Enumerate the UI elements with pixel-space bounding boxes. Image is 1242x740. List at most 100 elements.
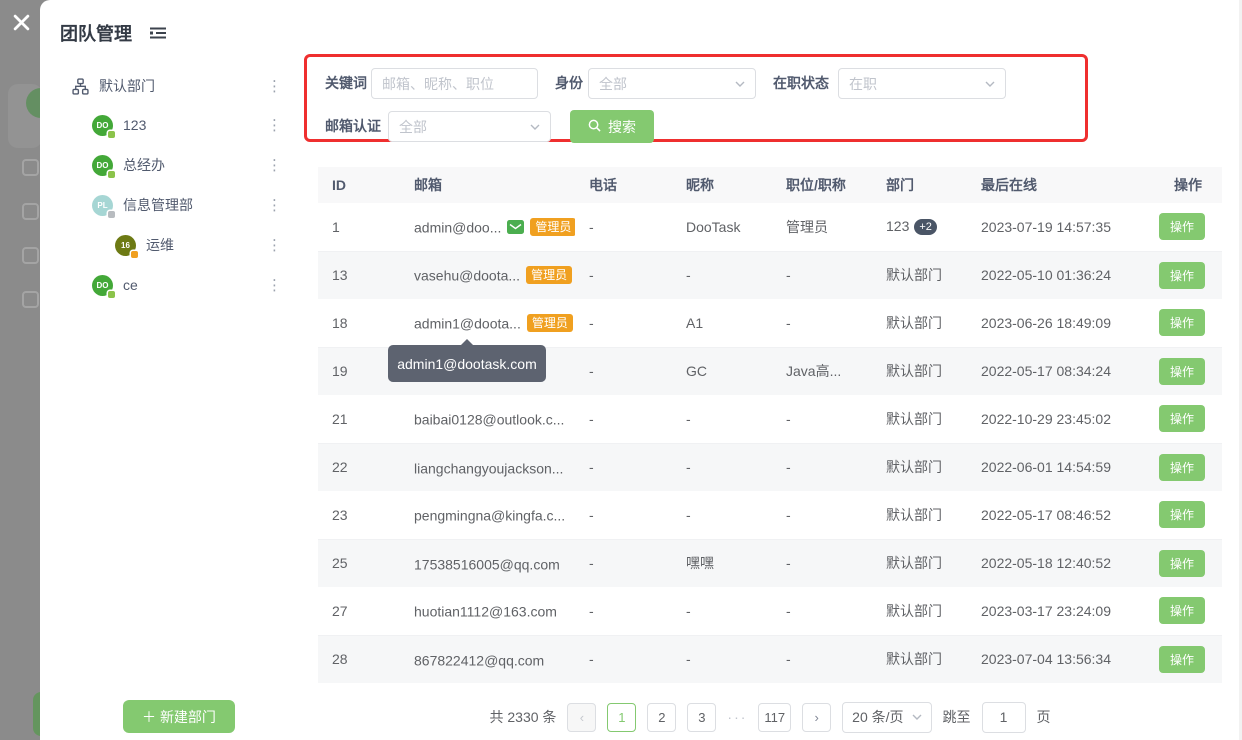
cell-position: Java高... [786, 363, 842, 380]
email-tooltip: admin1@dootask.com [388, 339, 546, 382]
sidebar-item-department[interactable]: DO 总经办 ⋮ [60, 145, 290, 185]
collapse-menu-icon[interactable] [148, 23, 168, 46]
background-app-icon [22, 247, 39, 264]
chevron-down-icon [985, 81, 995, 87]
row-action-button[interactable]: 操作 [1159, 309, 1206, 337]
identity-label: 身份 [555, 75, 583, 91]
page-size-select[interactable]: 20 条/页 [842, 701, 932, 733]
cell-action: 操作 [1145, 443, 1222, 491]
cell-email: 867822412@qq.com [400, 635, 575, 683]
search-button[interactable]: 搜索 [570, 110, 654, 143]
more-menu-icon[interactable]: ⋮ [267, 236, 282, 254]
more-menu-icon[interactable]: ⋮ [267, 156, 282, 174]
sidebar-item-department[interactable]: 16 运维 ⋮ [60, 225, 290, 265]
org-chart-icon [72, 77, 89, 95]
cell-nickname: - [686, 459, 691, 476]
cell-last-online: 2022-05-17 08:46:52 [981, 506, 1111, 523]
cell-phone: - [589, 363, 594, 380]
cell-position: - [786, 267, 791, 284]
cell-department: 默认部门 [872, 443, 967, 491]
identity-select[interactable]: 全部 [588, 68, 756, 99]
cell-email: vasehu@doota... 管理员 [400, 251, 575, 299]
filter-panel: 关键词 身份 全部 在职状态 在职 邮箱认证 全部 搜索 [304, 54, 1088, 143]
next-page-button[interactable]: › [802, 702, 832, 732]
team-management-modal: 团队管理 默认部门 ⋮ DO 123 ⋮ DO 总经办 ⋮ PL 信息管理部 ⋮ 16 运维 ⋮ DO c… [40, 0, 1242, 740]
more-menu-icon[interactable]: ⋮ [267, 77, 282, 95]
more-menu-icon[interactable]: ⋮ [267, 196, 282, 214]
verified-email-icon [507, 219, 525, 234]
row-action-button[interactable]: 操作 [1159, 501, 1206, 529]
cell-position: - [786, 410, 791, 427]
cell-id: 25 [332, 555, 348, 572]
jump-unit: 页 [1036, 709, 1051, 725]
department-label: 总经办 [123, 157, 165, 173]
cell-id: 28 [332, 651, 348, 668]
cell-email: admin@doo... 管理员 [400, 203, 575, 251]
department-name: 默认部门 [886, 314, 942, 331]
department-avatar: PL [92, 194, 115, 218]
cell-last-online: 2022-06-01 14:54:59 [981, 459, 1111, 476]
background-app-icon [22, 291, 39, 308]
cell-last-online: 2022-10-29 23:45:02 [981, 410, 1111, 427]
page-button[interactable]: 2 [647, 702, 677, 732]
cell-last-online: 2022-05-17 08:34:24 [981, 363, 1111, 380]
cell-department: 默认部门 [872, 395, 967, 443]
cell-position: - [786, 314, 791, 331]
department-name: 默认部门 [886, 651, 942, 668]
row-action-button[interactable]: 操作 [1159, 213, 1206, 241]
keyword-label: 关键词 [325, 75, 367, 91]
column-header: 部门 [886, 177, 914, 193]
avatar-status-badge [108, 130, 115, 138]
row-action-button[interactable]: 操作 [1159, 597, 1206, 625]
department-name: 123 [886, 218, 910, 235]
email-text: huotian1112@163.com [414, 603, 557, 620]
email-text: pengmingna@kingfa.c... [414, 507, 566, 524]
row-action-button[interactable]: 操作 [1159, 405, 1206, 433]
cell-action: 操作 [1145, 491, 1222, 539]
sidebar-item-root-department[interactable]: 默认部门 ⋮ [60, 66, 290, 106]
more-menu-icon[interactable]: ⋮ [267, 276, 282, 294]
cell-nickname: A1 [686, 314, 704, 331]
row-action-button[interactable]: 操作 [1159, 549, 1206, 577]
sidebar-item-department[interactable]: PL 信息管理部 ⋮ [60, 185, 290, 225]
row-action-button[interactable]: 操作 [1159, 261, 1206, 289]
cell-id: 13 [332, 267, 348, 284]
sidebar-item-department[interactable]: DO 123 ⋮ [60, 105, 290, 145]
cell-phone: - [589, 651, 594, 668]
row-action-button[interactable]: 操作 [1159, 453, 1206, 481]
plus-icon: ＋ [142, 708, 160, 725]
table-row: 25 17538516005@qq.com - 嘿嘿 - 默认部门 2022-05-18 1… [318, 539, 1222, 587]
email-text: baibai0128@outlook.c... [414, 411, 565, 428]
cell-email: pengmingna@kingfa.c... [400, 491, 575, 539]
sidebar-item-department[interactable]: DO ce ⋮ [60, 265, 290, 305]
user-table-body: 1 admin@doo... 管理员 - DooTask 管理员 123 +2 2023-07-… [318, 203, 1222, 683]
more-menu-icon[interactable]: ⋮ [267, 116, 282, 134]
employment-select[interactable]: 在职 [838, 68, 1006, 99]
cell-nickname: GC [686, 363, 707, 380]
close-icon[interactable] [7, 8, 35, 36]
chevron-down-icon [912, 714, 922, 720]
department-label: 信息管理部 [123, 197, 193, 213]
cell-action: 操作 [1145, 587, 1222, 635]
department-name: 默认部门 [886, 363, 942, 380]
cell-last-online: 2022-05-18 12:40:52 [981, 555, 1111, 572]
keyword-input[interactable] [371, 68, 538, 99]
row-action-button[interactable]: 操作 [1159, 645, 1206, 673]
cell-id: 18 [332, 314, 348, 331]
last-page-button[interactable]: 117 [758, 702, 792, 732]
table-row: 28 867822412@qq.com - - - 默认部门 2023-07-04 13:5… [318, 635, 1222, 683]
page-button[interactable]: 1 [607, 702, 637, 732]
cell-last-online: 2023-06-26 18:49:09 [981, 314, 1111, 331]
table-row: 27 huotian1112@163.com - - - 默认部门 2023-03-17 2… [318, 587, 1222, 635]
user-table: ID 邮箱 电话 昵称 职位/职称 部门 最后在线 操作 1 admin@doo... 管理员 - D… [318, 167, 1222, 683]
prev-page-button[interactable]: ‹ [567, 702, 597, 732]
column-header: 电话 [589, 177, 617, 193]
row-action-button[interactable]: 操作 [1159, 357, 1206, 385]
page-button[interactable]: 3 [687, 702, 717, 732]
jump-label: 跳至 [942, 709, 971, 725]
scrollbar-track[interactable] [1239, 0, 1242, 740]
avatar-status-badge [108, 210, 115, 218]
email-verify-select[interactable]: 全部 [388, 111, 551, 142]
add-department-button[interactable]: ＋ 新建部门 [123, 700, 235, 733]
jump-page-input[interactable] [981, 701, 1026, 733]
